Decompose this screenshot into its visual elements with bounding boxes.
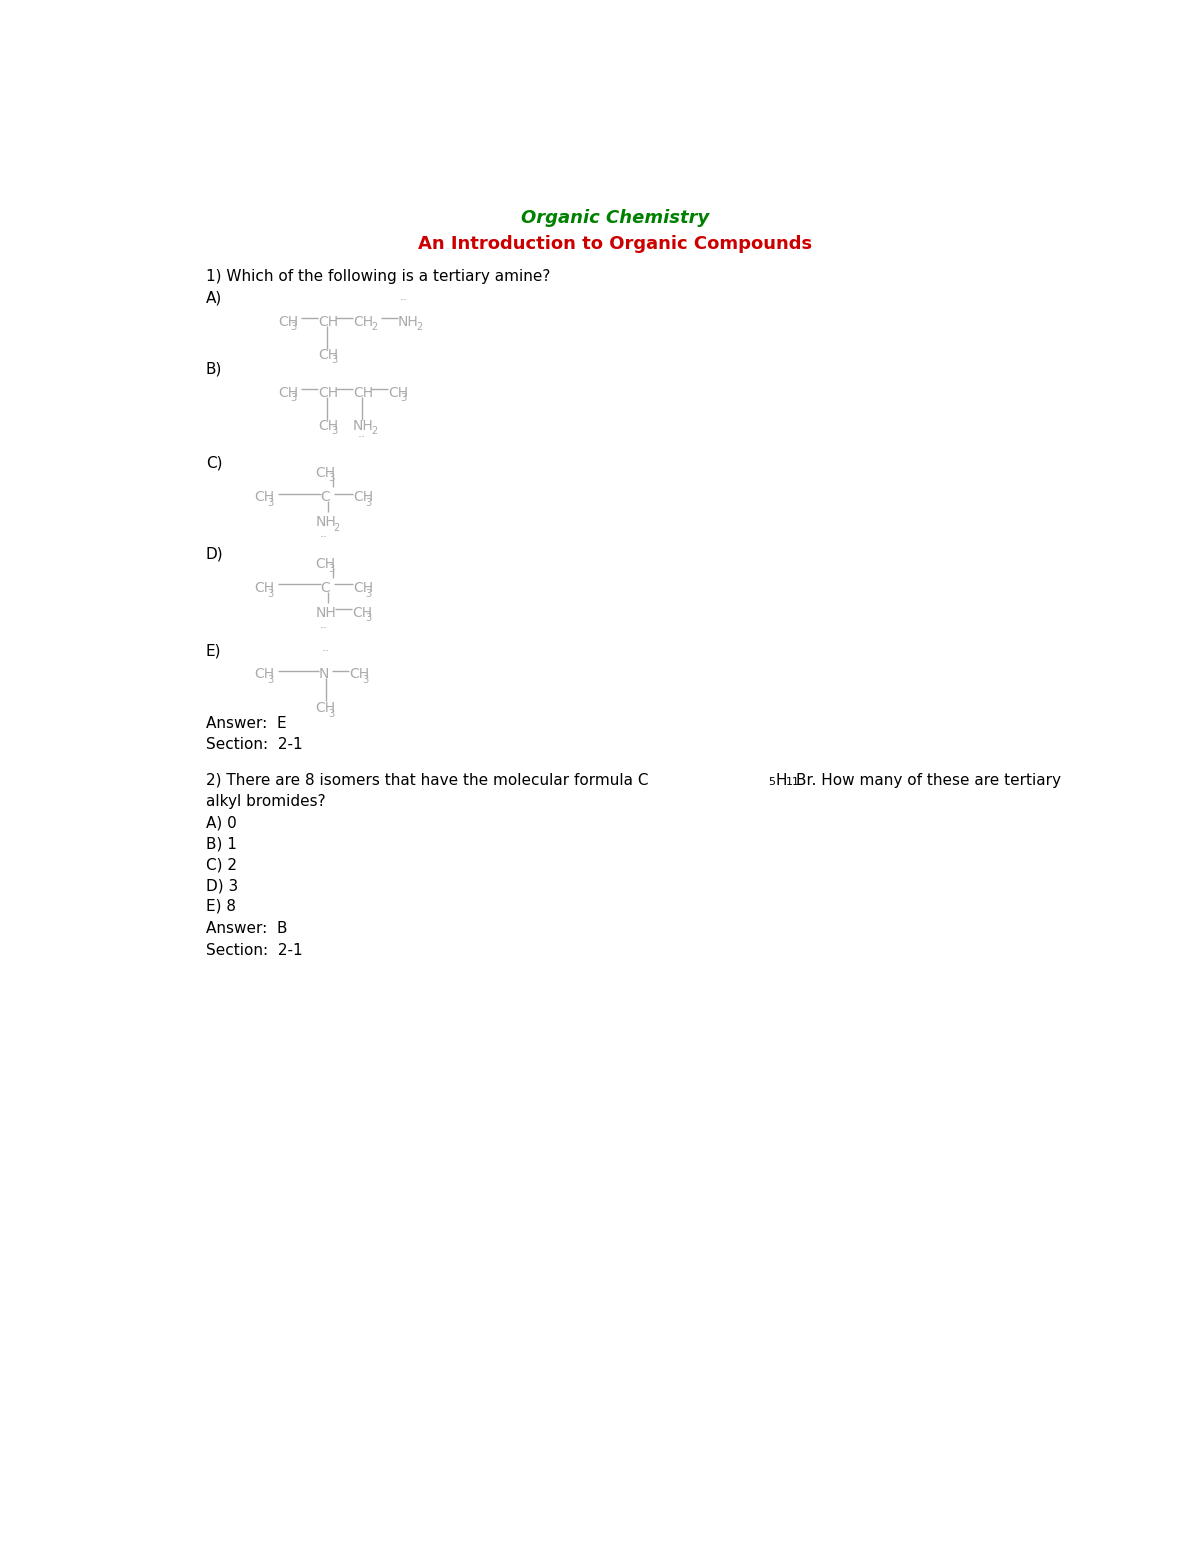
Text: ··: ·· <box>358 432 366 444</box>
Text: 2: 2 <box>371 427 377 436</box>
Text: Section:  2-1: Section: 2-1 <box>206 738 302 752</box>
Text: CH: CH <box>318 385 338 399</box>
Text: CH: CH <box>316 556 336 570</box>
Text: CH: CH <box>316 466 336 480</box>
Text: 3: 3 <box>268 589 274 599</box>
Text: Organic Chemistry: Organic Chemistry <box>521 210 709 227</box>
Text: 3: 3 <box>362 676 368 685</box>
Text: 3: 3 <box>268 676 274 685</box>
Text: B): B) <box>206 362 222 376</box>
Text: ··: ·· <box>320 531 328 545</box>
Text: ··: ·· <box>400 294 408 307</box>
Text: 3: 3 <box>328 474 335 483</box>
Text: Answer:  B: Answer: B <box>206 921 287 936</box>
Text: 2: 2 <box>371 323 377 332</box>
Text: C: C <box>320 581 330 595</box>
Text: N: N <box>319 668 329 682</box>
Text: 3: 3 <box>365 613 371 623</box>
Text: NH: NH <box>316 516 336 530</box>
Text: D): D) <box>206 547 223 561</box>
Text: CH: CH <box>353 385 373 399</box>
Text: Br. How many of these are tertiary: Br. How many of these are tertiary <box>797 773 1061 787</box>
Text: CH: CH <box>353 491 373 505</box>
Text: CH: CH <box>254 668 275 682</box>
Text: 3: 3 <box>328 564 335 575</box>
Text: 5: 5 <box>768 776 775 787</box>
Text: CH: CH <box>349 668 370 682</box>
Text: ··: ·· <box>320 623 328 635</box>
Text: CH: CH <box>353 315 373 329</box>
Text: 2: 2 <box>334 522 340 533</box>
Text: 3: 3 <box>268 499 274 508</box>
Text: A): A) <box>206 290 222 306</box>
Text: 3: 3 <box>328 708 335 719</box>
Text: 3: 3 <box>401 393 407 404</box>
Text: 3: 3 <box>366 499 372 508</box>
Text: An Introduction to Organic Compounds: An Introduction to Organic Compounds <box>418 235 812 253</box>
Text: 3: 3 <box>331 356 337 365</box>
Text: A) 0: A) 0 <box>206 815 236 831</box>
Text: 1) Which of the following is a tertiary amine?: 1) Which of the following is a tertiary … <box>206 269 550 284</box>
Text: CH: CH <box>353 606 372 620</box>
Text: CH: CH <box>388 385 408 399</box>
Text: 3: 3 <box>290 323 296 332</box>
Text: CH: CH <box>278 315 298 329</box>
Text: E): E) <box>206 643 221 658</box>
Text: CH: CH <box>254 491 275 505</box>
Text: C) 2: C) 2 <box>206 857 236 873</box>
Text: Answer:  E: Answer: E <box>206 716 287 730</box>
Text: CH: CH <box>278 385 298 399</box>
Text: C): C) <box>206 455 222 471</box>
Text: CH: CH <box>318 315 338 329</box>
Text: CH: CH <box>254 581 275 595</box>
Text: 2: 2 <box>416 323 422 332</box>
Text: NH: NH <box>353 419 374 433</box>
Text: NH: NH <box>398 315 419 329</box>
Text: CH: CH <box>316 702 336 716</box>
Text: 11: 11 <box>786 776 799 787</box>
Text: 3: 3 <box>290 393 296 404</box>
Text: D) 3: D) 3 <box>206 877 238 893</box>
Text: CH: CH <box>353 581 373 595</box>
Text: CH: CH <box>318 348 338 362</box>
Text: CH: CH <box>318 419 338 433</box>
Text: 2) There are 8 isomers that have the molecular formula C: 2) There are 8 isomers that have the mol… <box>206 773 648 787</box>
Text: 3: 3 <box>331 427 337 436</box>
Text: B) 1: B) 1 <box>206 837 236 851</box>
Text: NH: NH <box>316 606 336 620</box>
Text: ··: ·· <box>322 646 330 658</box>
Text: 3: 3 <box>366 589 372 599</box>
Text: Section:  2-1: Section: 2-1 <box>206 943 302 958</box>
Text: E) 8: E) 8 <box>206 899 236 913</box>
Text: H: H <box>775 773 787 787</box>
Text: C: C <box>320 491 330 505</box>
Text: alkyl bromides?: alkyl bromides? <box>206 794 325 809</box>
